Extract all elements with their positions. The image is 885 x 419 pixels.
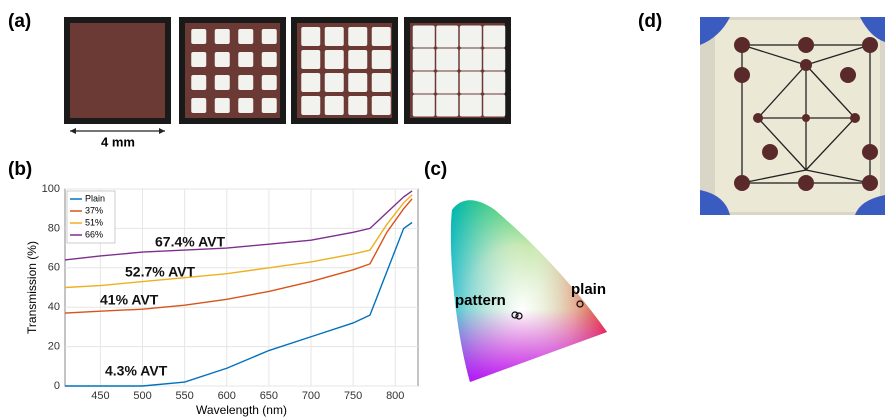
plot-area — [65, 189, 418, 386]
pattern-cell — [436, 95, 458, 117]
pattern-cell — [191, 75, 206, 90]
pattern-cell — [372, 50, 391, 69]
pattern-cell — [262, 98, 277, 113]
legend-label: Plain — [85, 193, 105, 203]
pattern-cell — [348, 96, 367, 115]
y-tick-label: 80 — [48, 222, 60, 234]
pattern-cell — [238, 75, 253, 90]
pattern-cell — [348, 50, 367, 69]
pattern-cell — [238, 98, 253, 113]
legend-label: 51% — [85, 217, 103, 227]
y-tick-label: 100 — [42, 183, 60, 195]
pattern-cell — [460, 95, 482, 117]
pattern-cell — [215, 75, 230, 90]
pattern-cell — [413, 49, 435, 71]
pattern-cell — [215, 98, 230, 113]
figure: (a) 4 mm (b) 0 20 40 60 80 100 450 500 550 600 650… — [0, 0, 885, 419]
pattern-cell — [191, 52, 206, 67]
pattern-cell — [483, 72, 505, 94]
pattern-cell — [301, 27, 320, 46]
x-tick-label: 800 — [386, 390, 404, 402]
y-tick-label: 20 — [48, 341, 60, 353]
annotation: 67.4% AVT — [155, 234, 225, 250]
x-tick-label: 700 — [302, 390, 320, 402]
y-tick-label: 40 — [48, 301, 60, 313]
panel-label: (b) — [8, 159, 32, 180]
pattern-cell — [436, 26, 458, 48]
pattern-cell — [325, 73, 344, 92]
pattern-cell — [325, 50, 344, 69]
pattern-cell — [301, 50, 320, 69]
pattern-cell — [413, 26, 435, 48]
pattern-cell — [348, 27, 367, 46]
scale-label: 4 mm — [101, 134, 135, 149]
cie-label: pattern — [455, 292, 506, 309]
annotation: 41% AVT — [100, 292, 159, 308]
sample-photos — [64, 17, 511, 124]
pattern-cell — [372, 27, 391, 46]
pattern-cell — [262, 75, 277, 90]
x-tick-label: 650 — [260, 390, 278, 402]
pattern-cell — [238, 52, 253, 67]
pattern-cell — [436, 49, 458, 71]
x-tick-label: 750 — [344, 390, 362, 402]
pattern-cell — [460, 72, 482, 94]
annotation: 4.3% AVT — [105, 363, 168, 379]
pattern-cell — [348, 73, 367, 92]
pattern-cell — [483, 26, 505, 48]
y-tick-label: 0 — [54, 380, 60, 392]
pattern-cell — [372, 73, 391, 92]
pattern-cell — [460, 26, 482, 48]
x-tick-label: 600 — [218, 390, 236, 402]
x-tick-label: 450 — [91, 390, 109, 402]
x-tick-label: 550 — [175, 390, 193, 402]
pattern-cell — [372, 96, 391, 115]
legend-label: 66% — [85, 229, 103, 239]
pattern-cell — [413, 72, 435, 94]
pattern-cell — [215, 29, 230, 44]
panel-label: (d) — [638, 11, 662, 32]
panel-label: (a) — [8, 11, 31, 32]
pattern-cell — [301, 96, 320, 115]
pattern-cell — [191, 29, 206, 44]
x-axis-label: Wavelength (nm) — [196, 403, 287, 417]
legend-label: 37% — [85, 205, 103, 215]
pattern-cell — [483, 49, 505, 71]
pattern-cell — [413, 95, 435, 117]
pattern-cell — [238, 29, 253, 44]
x-tick-label: 500 — [133, 390, 151, 402]
pattern-cell — [301, 73, 320, 92]
pattern-cell — [262, 29, 277, 44]
pattern-cell — [436, 72, 458, 94]
y-tick-label: 60 — [48, 262, 60, 274]
pattern-cell — [460, 49, 482, 71]
y-axis-label: Transmission (%) — [25, 241, 39, 334]
pattern-cell — [483, 95, 505, 117]
device-photo — [700, 17, 885, 215]
pattern-cell — [325, 27, 344, 46]
pattern-cell — [262, 52, 277, 67]
pattern-cell — [215, 52, 230, 67]
panel-label: (c) — [424, 159, 447, 180]
pattern-cell — [191, 98, 206, 113]
cie-label: plain — [571, 281, 606, 298]
annotation: 52.7% AVT — [125, 264, 195, 280]
pattern-cell — [325, 96, 344, 115]
